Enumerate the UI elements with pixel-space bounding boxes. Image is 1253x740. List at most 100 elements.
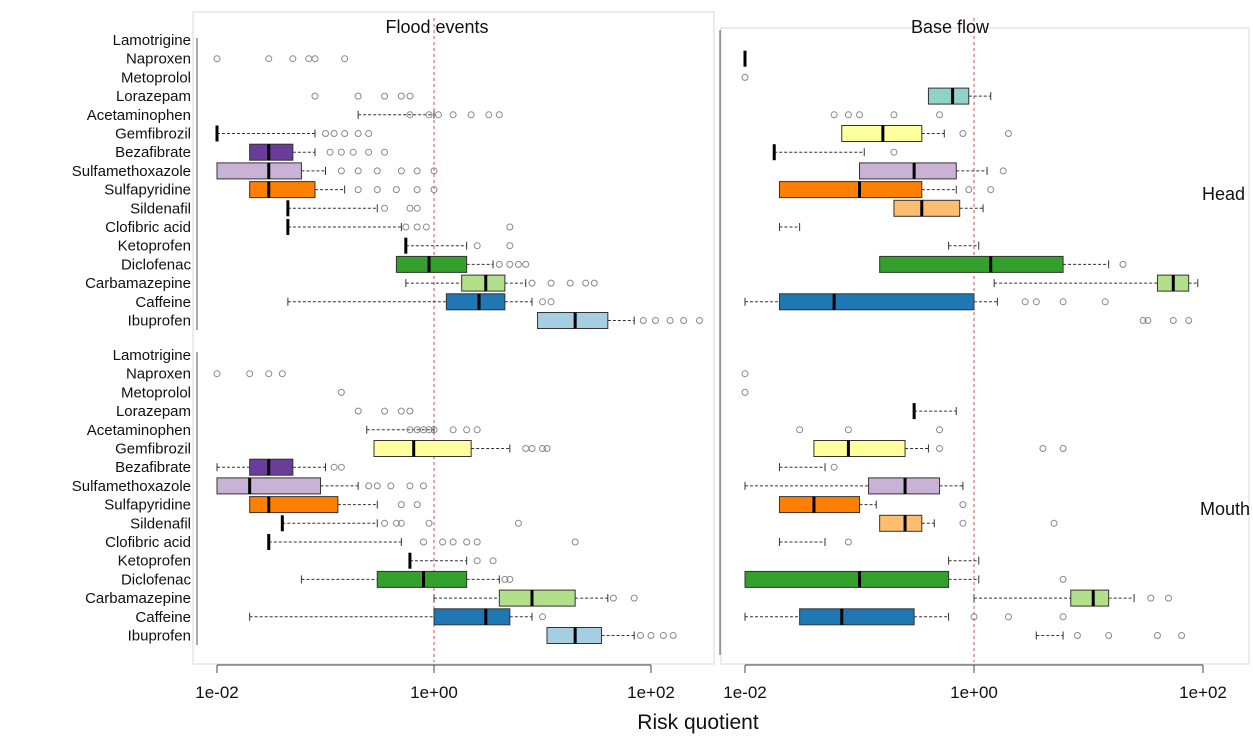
box-sulfamethoxazole [216, 477, 322, 495]
compound-label-naproxen: Naproxen [126, 366, 191, 383]
outlier-point-acetaminophen [449, 426, 457, 434]
outlier-point-diclofenac [1119, 260, 1127, 268]
outlier-point-lorazepam [406, 92, 414, 100]
outlier-point-clofibric-acid [449, 538, 457, 546]
outlier-point-bezafibrate [890, 148, 898, 156]
outlier-point-ibuprofen [1105, 632, 1113, 639]
compound-label-metoprolol: Metoprolol [121, 69, 191, 86]
outlier-point-carbamazepine [1165, 594, 1173, 602]
outlier-point-ketoprofen [506, 242, 514, 250]
outlier-point-clofibric-acid [419, 538, 427, 546]
outlier-point-caffeine [1101, 298, 1109, 306]
outlier-point-sulfamethoxazole [373, 167, 381, 175]
box-gemfibrozil [813, 440, 906, 457]
outlier-point-lorazepam [406, 407, 414, 415]
box-carbamazepine [461, 274, 506, 292]
compound-label-sildenafil: Sildenafil [130, 200, 191, 217]
outlier-point-bezafibrate [330, 463, 338, 471]
outlier-point-sulfamethoxazole [337, 167, 345, 175]
outlier-point-naproxen [311, 55, 319, 63]
box-caffeine [778, 293, 975, 311]
outlier-point-sulfapyridine [413, 501, 421, 509]
outlier-point-gemfibrozil [543, 445, 551, 452]
compound-label-ketoprofen: Ketoprofen [118, 553, 191, 570]
outlier-point-acetaminophen [434, 111, 442, 119]
compound-label-bezafibrate: Bezafibrate [115, 459, 191, 476]
box-sulfapyridine [249, 181, 316, 199]
compound-label-ibuprofen: Ibuprofen [128, 313, 191, 330]
outlier-point-acetaminophen [463, 426, 471, 434]
compound-label-sulfapyridine: Sulfapyridine [104, 497, 191, 514]
outlier-point-ibuprofen [1185, 317, 1193, 324]
outlier-point-caffeine [1059, 613, 1067, 621]
outlier-point-gemfibrozil [539, 445, 546, 452]
compound-label-ibuprofen: Ibuprofen [128, 628, 191, 645]
outlier-point-bezafibrate [830, 463, 838, 471]
outlier-point-sulfapyridine [959, 501, 967, 509]
outlier-point-carbamazepine [630, 594, 638, 602]
x-axis-title: Risk quotient [637, 711, 759, 734]
outlier-point-sildenafil [406, 204, 414, 212]
outlier-point-sulfapyridine [392, 186, 400, 194]
compound-label-gemfibrozil: Gemfibrozil [115, 441, 191, 458]
outlier-point-bezafibrate [326, 148, 334, 156]
outlier-point-ibuprofen [666, 317, 674, 324]
outlier-point-caffeine [970, 613, 978, 621]
outlier-point-lorazepam [354, 407, 362, 415]
outlier-point-sildenafil [425, 519, 433, 527]
outlier-point-sulfapyridine [430, 186, 438, 194]
box-sulfamethoxazole [216, 162, 302, 180]
box-bezafibrate [249, 143, 294, 161]
outlier-point-ibuprofen [1169, 317, 1177, 324]
compound-label-carbamazepine: Carbamazepine [85, 590, 191, 607]
x-tick-label: 1e+00 [950, 683, 998, 702]
outlier-point-naproxen [741, 370, 749, 378]
outlier-point-acetaminophen [406, 111, 414, 119]
compound-label-sulfapyridine: Sulfapyridine [104, 182, 191, 199]
outlier-point-carbamazepine [590, 279, 598, 287]
outlier-point-carbamazepine [1147, 594, 1155, 602]
outlier-point-gemfibrozil [1004, 130, 1012, 137]
outlier-point-ibuprofen [669, 632, 677, 639]
outlier-point-gemfibrozil [341, 130, 349, 137]
outlier-point-gemfibrozil [528, 445, 536, 452]
compound-label-metoprolol: Metoprolol [121, 384, 191, 401]
outlier-point-acetaminophen [425, 426, 433, 434]
axes: 1e-02 1e+00 1e+02 1e-02 1e+00 1e+02 [195, 30, 1227, 702]
outlier-point-ibuprofen [1153, 632, 1161, 639]
x-tick-label: 1e-02 [723, 683, 766, 702]
outlier-point-diclofenac [514, 260, 522, 268]
outlier-point-sulfapyridine [987, 186, 995, 194]
outlier-point-acetaminophen [495, 111, 503, 119]
compound-label-carbamazepine: Carbamazepine [85, 275, 191, 292]
outlier-point-ibuprofen [659, 632, 667, 639]
outlier-point-sulfamethoxazole [406, 482, 414, 490]
outlier-point-acetaminophen [473, 426, 481, 434]
outlier-point-naproxen [278, 370, 286, 378]
outlier-point-metoprolol [741, 73, 749, 81]
box-sulfapyridine [778, 181, 923, 199]
outlier-point-sulfapyridine [413, 186, 421, 194]
outlier-point-sulfapyridine [965, 186, 973, 194]
outlier-point-bezafibrate [365, 148, 373, 156]
outlier-point-diclofenac [506, 575, 514, 583]
outlier-point-lorazepam [311, 92, 319, 100]
outlier-point-gemfibrozil [959, 130, 967, 137]
outlier-point-clofibric-acid [402, 223, 410, 231]
box-sildenafil [879, 514, 923, 532]
outlier-point-ibuprofen [1178, 632, 1186, 639]
row-title-head: Head [1202, 184, 1245, 204]
outlier-point-bezafibrate [337, 148, 345, 156]
outlier-point-sulfamethoxazole [430, 167, 438, 175]
box-caffeine [433, 608, 511, 626]
outlier-point-gemfibrozil [354, 130, 362, 137]
box-ibuprofen [537, 312, 609, 329]
compound-label-lamotrigine: Lamotrigine [113, 347, 191, 364]
outlier-point-sildenafil [397, 519, 405, 527]
outlier-point-gemfibrozil [365, 130, 373, 137]
outlier-point-ibuprofen [647, 632, 655, 639]
outlier-point-naproxen [265, 370, 273, 378]
outlier-point-diclofenac [501, 575, 509, 583]
outlier-point-diclofenac [506, 260, 514, 268]
outlier-point-gemfibrozil [1039, 445, 1047, 452]
